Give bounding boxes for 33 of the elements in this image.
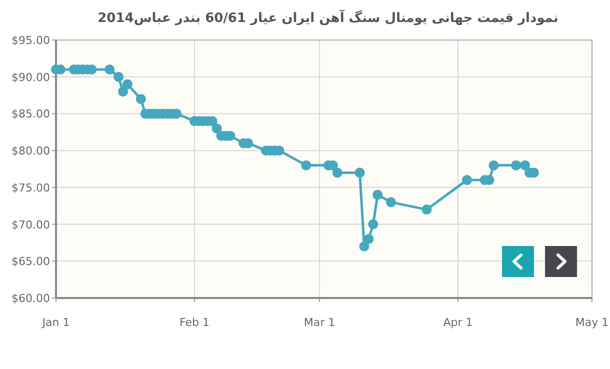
point — [359, 241, 370, 252]
point — [422, 204, 432, 215]
point — [372, 190, 383, 200]
y-tick-label: $80.00 — [12, 144, 50, 158]
point — [368, 219, 378, 230]
x-tick-label: Mar 1 — [304, 316, 336, 329]
y-tick-label: $70.00 — [12, 218, 50, 232]
point — [104, 64, 115, 74]
y-tick-label: $95.00 — [12, 34, 50, 47]
point — [511, 160, 522, 170]
point — [301, 160, 312, 170]
point — [114, 72, 124, 82]
point — [386, 197, 396, 208]
point — [488, 160, 499, 170]
y-tick-label: $75.00 — [12, 181, 50, 194]
x-tick-label: Apr 1 — [443, 316, 473, 329]
point — [332, 168, 342, 178]
x-tick-label: Jan 1 — [41, 316, 70, 329]
x-tick-label: Feb 1 — [179, 316, 210, 329]
point — [118, 86, 128, 97]
y-tick-label: $85.00 — [12, 108, 50, 121]
y-tick-label: $90.00 — [12, 70, 50, 84]
y-tick-label: $60.00 — [12, 292, 50, 305]
x-tick-label: May 1 — [575, 316, 609, 329]
point — [520, 160, 530, 170]
point — [462, 175, 472, 186]
point — [354, 168, 365, 178]
y-tick-label: $65.00 — [12, 255, 50, 268]
point — [136, 94, 146, 104]
point — [212, 123, 222, 134]
point — [122, 79, 132, 90]
point — [364, 234, 374, 244]
chart-title: نمودار قیمت جهانی یومنال سنگ آهن ایران عیار 60/61 بندر عباس2014 — [98, 9, 558, 26]
